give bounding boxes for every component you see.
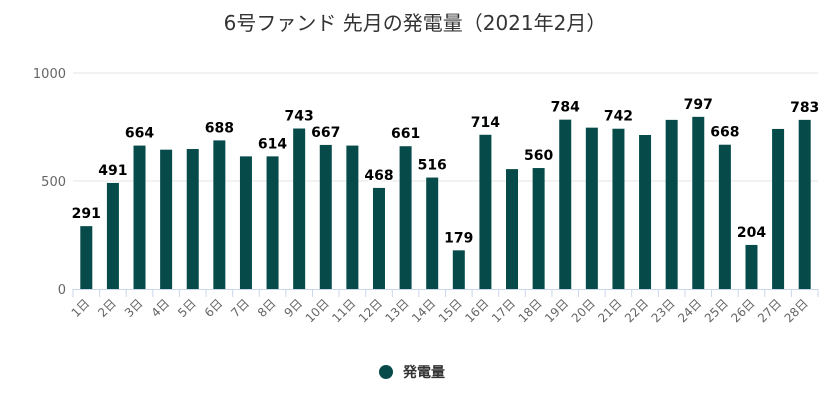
x-tick-label: 15日 — [436, 296, 465, 325]
x-tick-label: 26日 — [728, 296, 757, 325]
x-tick-label: 6日 — [202, 296, 226, 320]
x-tick-label: 2日 — [95, 296, 119, 320]
bar[interactable] — [506, 169, 519, 289]
bar[interactable] — [319, 144, 332, 289]
x-tick-label: 13日 — [383, 296, 412, 325]
x-tick-label: 3日 — [122, 296, 146, 320]
bar[interactable] — [346, 145, 359, 289]
data-label: 516 — [418, 158, 447, 174]
bar[interactable] — [133, 145, 146, 289]
bars — [80, 116, 811, 290]
x-axis: 1日 2日 3日 4日 5日 6日 7日 8日 9日10日11日12日13日14日15日16日1… — [69, 289, 819, 325]
y-tick-label: 500 — [41, 175, 66, 190]
bar[interactable] — [266, 156, 279, 289]
data-label: 661 — [391, 126, 420, 142]
data-label: 491 — [98, 163, 127, 179]
x-tick-label: 1日 — [69, 296, 93, 320]
bar[interactable] — [559, 119, 572, 289]
x-tick-label: 16日 — [462, 296, 491, 325]
data-label: 797 — [684, 97, 713, 113]
y-axis: 0 500 1000 — [33, 67, 66, 298]
x-tick-label: 8日 — [255, 296, 279, 320]
bar[interactable] — [399, 146, 412, 289]
bar[interactable] — [585, 127, 598, 289]
data-label: 291 — [72, 206, 101, 222]
bar[interactable] — [186, 149, 199, 289]
x-tick-label: 9日 — [281, 296, 305, 320]
bar[interactable] — [239, 156, 252, 289]
bar[interactable] — [452, 250, 465, 289]
x-tick-label: 17日 — [489, 296, 518, 325]
x-tick-label: 21日 — [595, 296, 624, 325]
bar[interactable] — [372, 187, 385, 289]
x-tick-label: 4日 — [148, 296, 172, 320]
x-tick-label: 11日 — [329, 296, 358, 325]
x-tick-label: 19日 — [542, 296, 571, 325]
bar[interactable] — [665, 119, 678, 289]
bar[interactable] — [612, 128, 625, 289]
x-tick-label: 7日 — [228, 296, 252, 320]
data-label: 714 — [471, 115, 500, 131]
legend[interactable]: 発電量 — [379, 364, 445, 381]
bar[interactable] — [80, 226, 93, 289]
bar[interactable] — [798, 119, 811, 289]
data-label: 743 — [285, 109, 314, 125]
data-label: 179 — [444, 230, 473, 246]
data-label: 204 — [737, 225, 766, 241]
bar[interactable] — [718, 144, 731, 289]
x-tick-label: 5日 — [175, 296, 199, 320]
data-label: 560 — [524, 148, 553, 164]
bar[interactable] — [293, 128, 306, 289]
data-label: 667 — [311, 125, 340, 141]
x-tick-label: 12日 — [356, 296, 385, 325]
bar[interactable] — [692, 116, 705, 290]
x-tick-label: 22日 — [622, 296, 651, 325]
x-tick-label: 28日 — [782, 296, 811, 325]
bar[interactable] — [426, 177, 439, 289]
data-label: 664 — [125, 126, 154, 142]
chart-title: 6号ファンド 先月の発電量（2021年2月） — [224, 11, 607, 35]
x-tick-label: 20日 — [569, 296, 598, 325]
bar[interactable] — [639, 134, 652, 289]
x-tick-label: 10日 — [303, 296, 332, 325]
y-tick-label: 1000 — [33, 67, 66, 82]
x-tick-label: 23日 — [649, 296, 678, 325]
bar[interactable] — [745, 244, 758, 289]
x-tick-label: 24日 — [675, 296, 704, 325]
bar[interactable] — [532, 168, 545, 289]
y-tick-label: 0 — [58, 283, 66, 298]
x-tick-label: 25日 — [702, 296, 731, 325]
data-label: 668 — [710, 125, 739, 141]
data-label: 468 — [364, 168, 393, 184]
x-tick-label: 27日 — [755, 296, 784, 325]
bar[interactable] — [106, 182, 119, 289]
data-label: 784 — [551, 100, 580, 116]
bar[interactable] — [772, 128, 785, 289]
data-label: 742 — [604, 109, 633, 125]
bar[interactable] — [479, 134, 492, 289]
legend-marker — [379, 365, 393, 379]
bar[interactable] — [160, 149, 173, 289]
legend-label[interactable]: 発電量 — [402, 364, 445, 381]
data-label: 783 — [790, 100, 819, 116]
data-label: 688 — [205, 120, 234, 136]
x-tick-label: 18日 — [516, 296, 545, 325]
x-tick-label: 14日 — [409, 296, 438, 325]
data-label: 614 — [258, 136, 287, 152]
bar[interactable] — [213, 140, 226, 289]
